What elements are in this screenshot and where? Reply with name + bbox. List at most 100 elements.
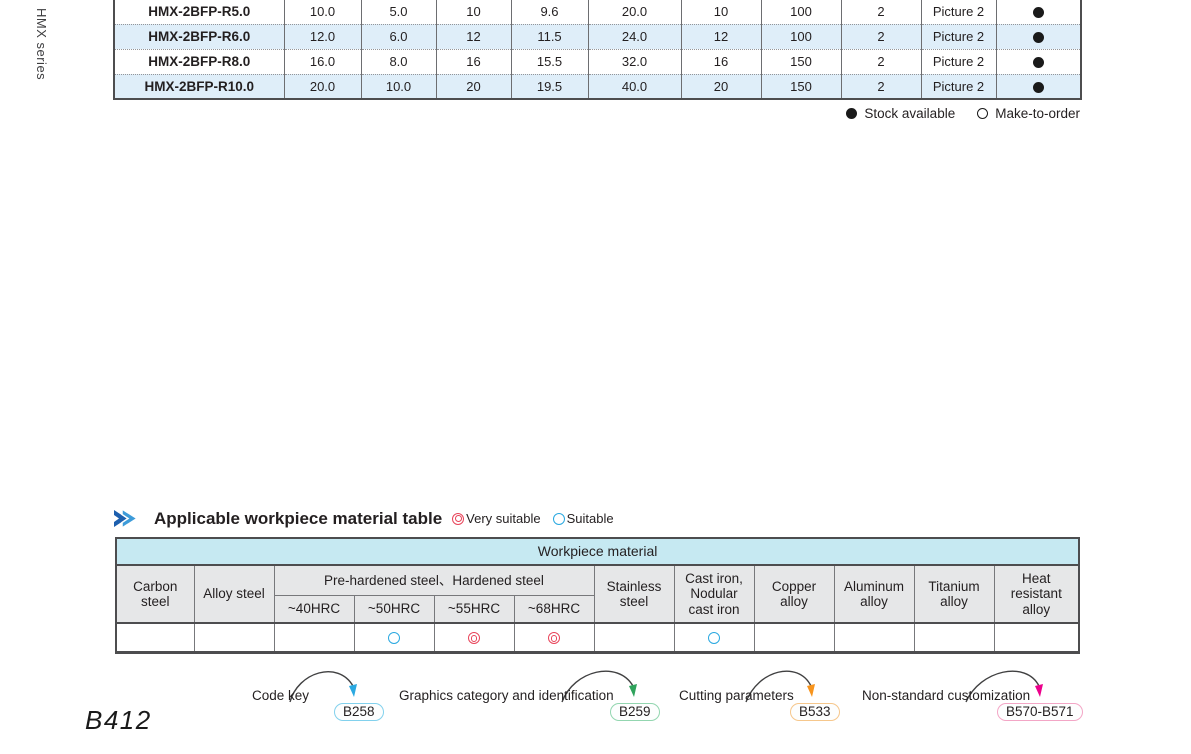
header-titanium-alloy: Titanium alloy (913, 564, 995, 624)
rating-icon (708, 632, 720, 645)
stock-dot-icon (1032, 32, 1044, 44)
header-40hrc: ~40HRC (273, 594, 355, 624)
value-cell: 9.6 (510, 0, 588, 24)
footer-label-graphics-category: Graphics category and identification (399, 688, 614, 703)
value-cell: 12 (435, 23, 511, 49)
value-cell: 16 (680, 48, 761, 74)
double-arrow-icon (114, 508, 139, 529)
page-ref-badge-b533[interactable]: B533 (790, 703, 840, 721)
header-68hrc: ~68HRC (513, 594, 595, 624)
value-cell: 12.0 (283, 23, 361, 49)
header-stainless-steel: Stainless steel (593, 564, 675, 624)
value-cell: 2 (840, 48, 921, 74)
footer-label-cutting-parameters: Cutting parameters (679, 688, 794, 703)
rating-icon (468, 632, 480, 645)
value-cell: 10 (435, 0, 511, 24)
rating-icon (388, 632, 400, 645)
filled-dot-icon (846, 108, 858, 119)
value-cell: 150 (760, 48, 841, 74)
value-cell: 2 (840, 0, 921, 24)
legend-make-to-order: Make-to-order (977, 106, 1080, 121)
legend-label: Very suitable (466, 511, 541, 526)
workpiece-material-table: Workpiece material Carbon steel Alloy st… (115, 537, 1081, 654)
value-cell: 2 (840, 23, 921, 49)
rating-cell-40hrc (273, 622, 355, 653)
legend-suitable: Suitable (552, 511, 614, 526)
material-banner: Workpiece material (115, 537, 1080, 566)
stock-dot-icon (1032, 6, 1044, 18)
rating-cell-50hrc (353, 622, 435, 653)
arrowhead-orange-icon (807, 684, 815, 697)
footer-label-code-key: Code key (252, 688, 310, 703)
stock-dot-icon (1032, 81, 1044, 93)
value-cell: 8.0 (360, 48, 436, 74)
rating-cell-68hrc (513, 622, 595, 653)
value-cell: 6.0 (360, 23, 436, 49)
legend-label: Suitable (566, 511, 614, 526)
value-cell: 20.0 (283, 73, 361, 99)
model-cell: HMX-2BFP-R8.0 (114, 48, 284, 74)
legend-label: Make-to-order (995, 106, 1080, 121)
material-section-header: Applicable workpiece material table Very… (113, 508, 614, 529)
value-cell: 16.0 (283, 48, 361, 74)
arrowhead-blue-icon (349, 684, 357, 697)
table-row: HMX-2BFP-R5.0 10.0 5.0 10 9.6 20.0 10 10… (114, 0, 1081, 24)
value-cell: 20 (680, 73, 761, 99)
value-cell: 100 (760, 23, 841, 49)
header-aluminum-alloy: Aluminum alloy (833, 564, 915, 624)
value-cell: 10 (680, 0, 761, 24)
table-row: HMX-2BFP-R6.0 12.0 6.0 12 11.5 24.0 12 1… (114, 23, 1081, 49)
stock-legend: Stock available Make-to-order (846, 106, 1080, 121)
page-ref-badge-b258[interactable]: B258 (334, 703, 384, 721)
value-cell: 12 (680, 23, 761, 49)
suitable-icon (552, 512, 565, 525)
value-cell: 32.0 (587, 48, 681, 74)
header-heat-resistant-alloy: Heat resistant alloy (993, 564, 1080, 624)
value-cell: 10.0 (283, 0, 361, 24)
series-vertical-label: HMX series (34, 8, 49, 81)
legend-stock-available: Stock available (846, 106, 955, 121)
rating-cell-alloy (193, 622, 275, 653)
table-row: HMX-2BFP-R10.0 20.0 10.0 20 19.5 40.0 20… (114, 73, 1081, 99)
page-ref-badge-b259[interactable]: B259 (610, 703, 660, 721)
spec-table: HMX-2BFP-R5.0 10.0 5.0 10 9.6 20.0 10 10… (113, 0, 1082, 100)
value-cell: 20.0 (587, 0, 681, 24)
picture-cell: Picture 2 (920, 48, 996, 74)
model-cell: HMX-2BFP-R5.0 (148, 3, 251, 19)
picture-cell: Picture 2 (920, 73, 996, 99)
model-cell: HMX-2BFP-R6.0 (114, 23, 284, 49)
rating-cell-carbon (115, 622, 195, 653)
value-cell: 11.5 (510, 23, 588, 49)
rating-cell-aluminum (833, 622, 915, 653)
rating-cell-titanium (913, 622, 995, 653)
arrowhead-pink-icon (1035, 684, 1043, 697)
rating-cell-copper (753, 622, 835, 653)
footer-label-non-standard: Non-standard customization (862, 688, 1031, 703)
section-title: Applicable workpiece material table (154, 508, 443, 528)
value-cell: 10.0 (360, 73, 436, 99)
value-cell: 150 (760, 73, 841, 99)
arrowhead-green-icon (629, 684, 637, 697)
value-cell: 40.0 (587, 73, 681, 99)
value-cell: 16 (435, 48, 511, 74)
stock-cell (995, 0, 1081, 24)
value-cell: 20 (435, 73, 511, 99)
header-55hrc: ~55HRC (433, 594, 515, 624)
rating-cell-stainless (593, 622, 675, 653)
stock-dot-icon (1032, 57, 1044, 69)
table-row: HMX-2BFP-R8.0 16.0 8.0 16 15.5 32.0 16 1… (114, 48, 1081, 74)
stock-cell (995, 23, 1081, 49)
rating-row (115, 622, 1080, 653)
header-copper-alloy: Copper alloy (753, 564, 835, 624)
value-cell: 24.0 (587, 23, 681, 49)
value-cell: 2 (840, 73, 921, 99)
header-hardened-group: Pre-hardened steel、Hardened steel (273, 564, 595, 596)
page-ref-badge-b570-b571[interactable]: B570-B571 (997, 703, 1083, 721)
value-cell: 5.0 (360, 0, 436, 24)
header-50hrc: ~50HRC (353, 594, 435, 624)
legend-very-suitable: Very suitable (452, 511, 541, 526)
suitability-legend: Very suitable Suitable (452, 511, 614, 526)
stock-cell (995, 73, 1081, 99)
value-cell: 100 (760, 0, 841, 24)
picture-cell: Picture 2 (920, 23, 996, 49)
